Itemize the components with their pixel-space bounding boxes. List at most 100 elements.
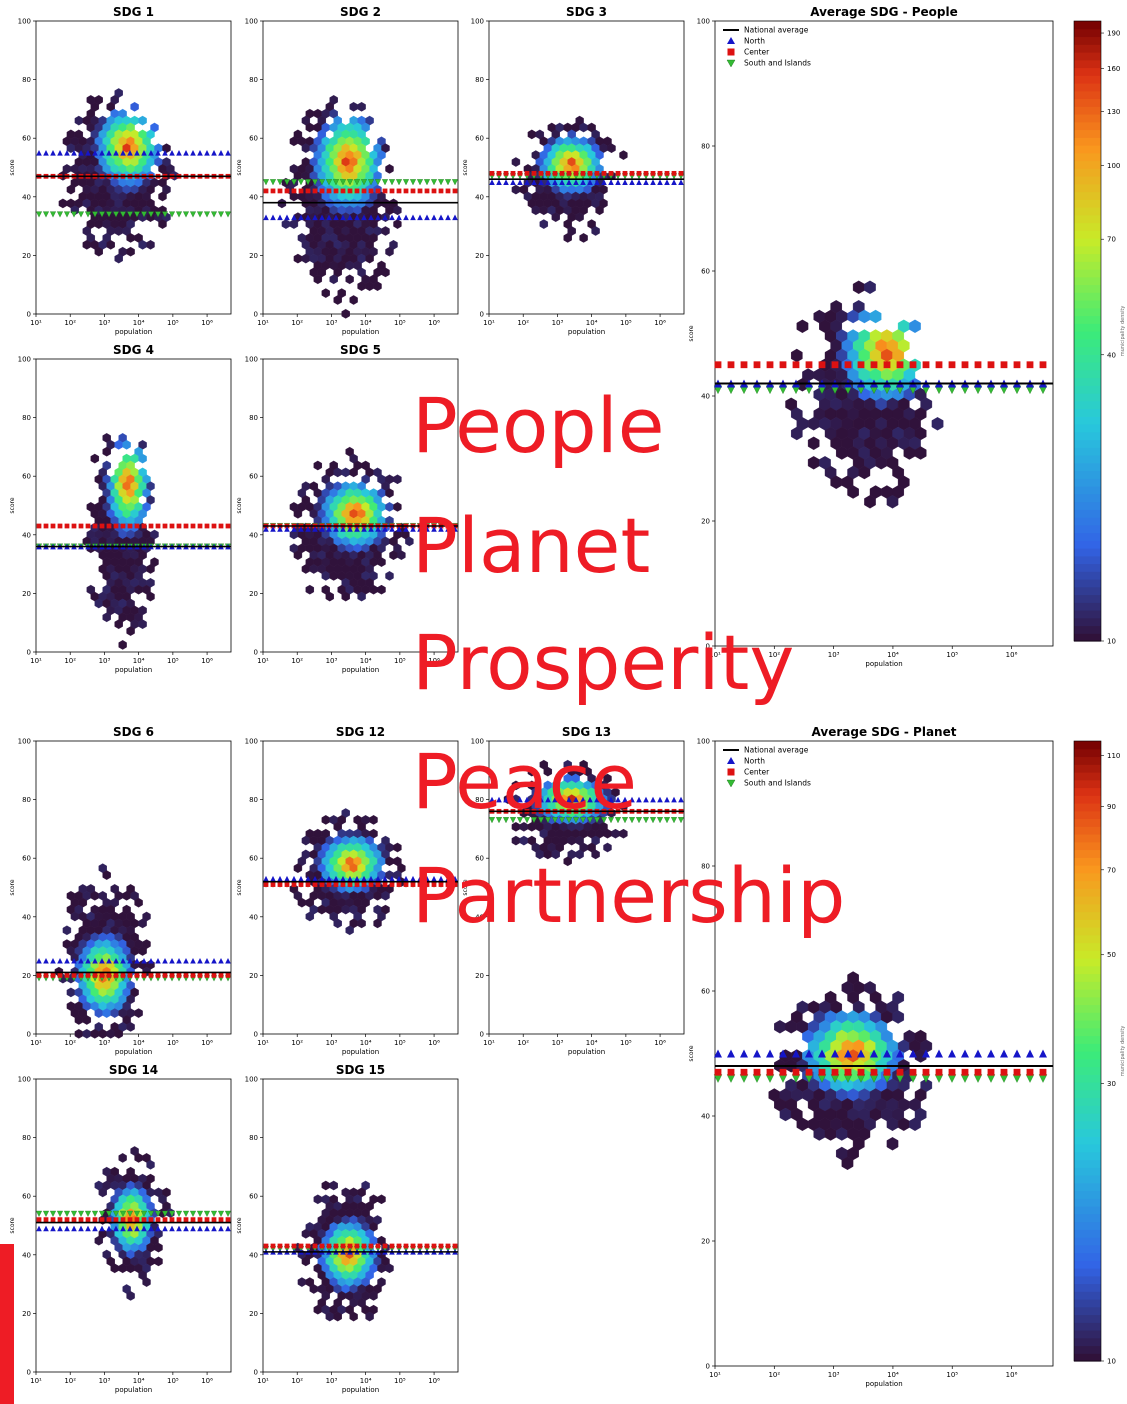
y-tick-label: 60 [249,1193,258,1201]
south-marker [63,211,71,218]
north-marker [503,796,509,803]
north-marker [664,179,670,185]
south-marker [388,179,396,186]
north-marker [57,150,63,156]
north-marker [354,526,360,532]
x-tick-label: 10³ [326,1377,338,1385]
center-marker [169,523,175,529]
center-marker [305,882,311,887]
y-tick-label: 0 [480,311,484,319]
north-marker [410,526,416,532]
north-marker [368,875,374,882]
south-marker [311,179,319,186]
north-marker [291,214,297,221]
north-marker [389,526,395,532]
hexbin-cell [385,856,394,867]
north-marker [92,1225,98,1232]
hexbin-cell [619,150,628,160]
north-marker [1039,1049,1047,1058]
hexbin-cell [365,1311,374,1322]
hexbin-cell [377,1263,386,1274]
north-marker [106,1225,112,1232]
hexbin-cell [341,591,350,602]
hexbin-cell [154,1242,163,1253]
north-marker [496,796,502,803]
center-marker [664,170,670,176]
center-marker [361,188,367,194]
south-marker [537,817,545,824]
center-marker [792,1068,800,1076]
north-marker [403,875,409,882]
y-tick-label: 100 [18,1076,31,1084]
colorbar-band [1074,245,1101,255]
overlay-word-3: Prosperity [412,618,795,707]
y-axis-label: score [462,159,469,175]
x-tick-label: 10⁵ [167,1039,179,1047]
hexbin-cell [130,101,139,112]
hexbin-cell [385,246,394,257]
colorbar-tick-label: 190 [1107,30,1120,38]
hexbin-cell [138,453,147,464]
hexbin-cell [106,239,115,250]
hexbin-cell [357,281,366,292]
north-marker [671,179,677,185]
colorbar-band [1074,1136,1101,1145]
north-marker [298,526,304,532]
hexbin-cell [864,495,876,509]
hexbin-cell [289,136,299,147]
hexbin-cell [146,591,155,602]
center-marker [566,170,572,176]
y-tick-label: 40 [249,913,258,921]
north-marker [452,214,458,221]
hexbin-cell [381,890,390,901]
colorbar-band [1074,532,1101,541]
north-marker [225,957,231,964]
x-tick-label: 10¹ [30,319,42,327]
center-marker [176,523,182,529]
hexbin-cell [110,1263,119,1274]
hexbin-cell [914,446,927,460]
center-marker [162,1217,168,1223]
hexbin-cell [511,157,521,167]
south-marker [168,211,176,218]
x-tick-label: 10⁵ [167,319,179,327]
center-marker [64,523,70,529]
colorbar-band [1074,377,1101,386]
hexbin-cell [841,1156,854,1171]
hexbin-cell [369,1291,378,1301]
south-marker [621,817,629,824]
x-tick-label: 10³ [828,651,840,659]
south-marker [91,211,99,218]
north-marker [545,179,551,185]
y-axis-label: score [236,1217,243,1233]
north-marker [127,150,133,156]
north-marker [190,1225,196,1232]
colorbar-band [1074,191,1101,200]
north-marker [347,875,353,882]
colorbar-band [1074,888,1101,897]
center-marker [36,1217,42,1223]
center-marker [148,1217,154,1223]
x-tick-label: 10² [64,1377,76,1385]
south-marker [105,211,113,218]
colorbar-band [1074,810,1101,820]
south-marker [56,211,64,218]
colorbar-band [1074,253,1101,262]
hexbin-layer [511,115,628,243]
center-marker [896,1068,904,1076]
x-axis-label: population [342,328,379,336]
hexbin-cell [289,219,299,229]
north-marker [636,796,642,803]
north-marker [169,1225,175,1232]
y-tick-label: 40 [249,193,258,201]
south-marker [112,1210,120,1217]
colorbar-band [1074,934,1101,944]
center-marker [218,523,224,529]
hexbin-cell [305,584,314,595]
south-marker [203,1210,211,1217]
south-marker [374,179,382,186]
south-marker [381,179,389,186]
center-marker [375,188,381,194]
north-marker [517,796,523,803]
north-marker [218,957,224,964]
